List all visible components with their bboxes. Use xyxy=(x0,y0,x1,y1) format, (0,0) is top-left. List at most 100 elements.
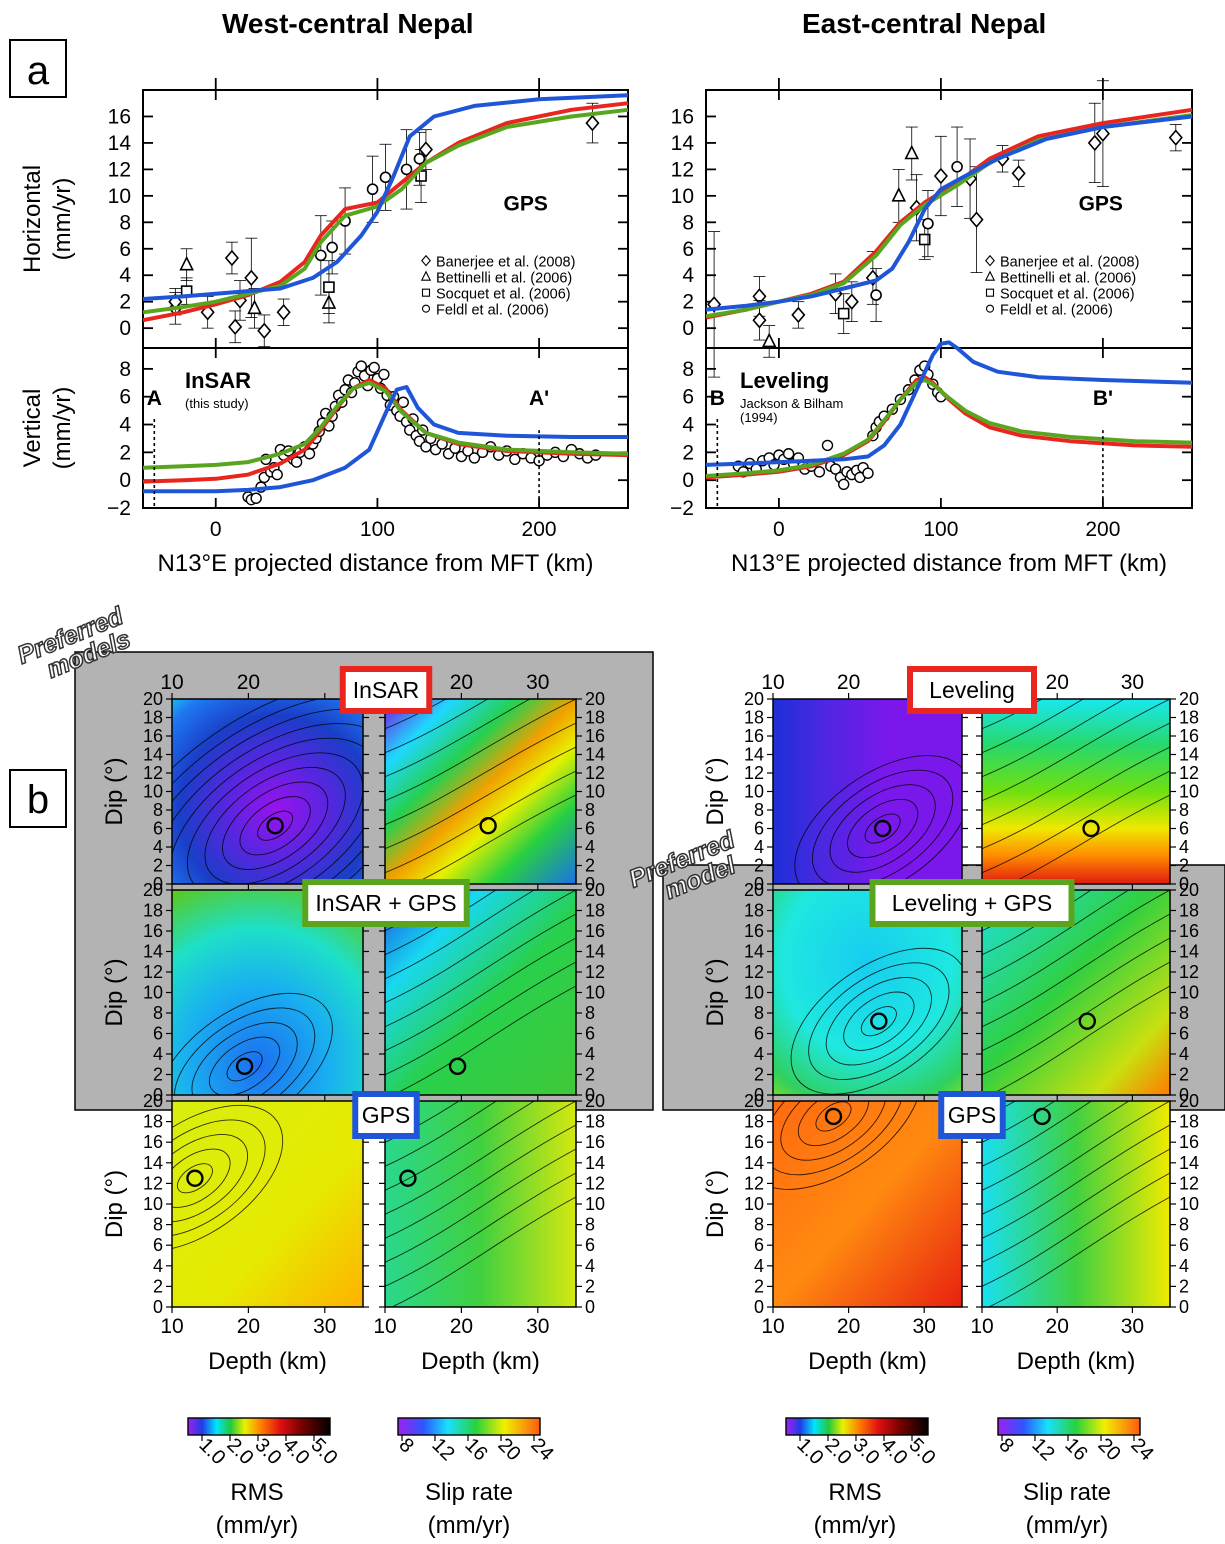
marker-circle xyxy=(315,249,327,262)
legend-entry: Socquet et al. (2006) xyxy=(436,287,571,303)
y-tick-label: 6 xyxy=(1179,819,1189,839)
x-axis-label: Depth (km) xyxy=(808,1348,927,1375)
legend-marker xyxy=(985,288,995,297)
contour-line xyxy=(385,890,535,980)
marker-diamond xyxy=(585,114,600,132)
y-tick-label: 0 xyxy=(153,874,163,894)
y-tick-label: 16 xyxy=(744,921,764,941)
x-tick-label: 100 xyxy=(360,518,395,541)
y-tick-label: 18 xyxy=(143,901,163,921)
y-tick-label: 14 xyxy=(585,942,605,962)
y-tick-label: 14 xyxy=(1179,745,1199,765)
y-tick-label: 12 xyxy=(1179,1173,1199,1193)
colorbar-title: RMS xyxy=(230,1479,283,1506)
contour-line xyxy=(982,1101,1170,1215)
contour-line xyxy=(385,890,497,956)
legend-marker xyxy=(985,254,995,267)
y-axis-label: Dip (°) xyxy=(702,757,729,825)
colorbar-title: Slip rate xyxy=(1023,1479,1111,1506)
y-tick-label: 6 xyxy=(585,1235,595,1255)
marker-diamond xyxy=(791,306,806,324)
y-tick-label: 2 xyxy=(153,856,163,876)
colorbar-units: (mm/yr) xyxy=(428,1512,511,1539)
x-tick-label: 200 xyxy=(522,518,557,541)
y-tick-label: 16 xyxy=(744,1132,764,1152)
marker-circle xyxy=(421,304,431,313)
legend-marker xyxy=(421,254,431,267)
y-tick-label: 20 xyxy=(1179,1091,1199,1111)
y-tick-label: 18 xyxy=(1179,1112,1199,1132)
marker-triangle xyxy=(984,270,996,281)
data-point xyxy=(821,439,834,452)
colorbar-tick-label: 12 xyxy=(1027,1434,1058,1465)
row-label-east: Leveling + GPS xyxy=(869,879,1075,927)
y-tick-label: 10 xyxy=(671,185,694,208)
y-tick-label: 10 xyxy=(143,782,163,802)
marker-triangle xyxy=(891,187,907,202)
contour-line xyxy=(982,770,1170,874)
y-tick-label: 2 xyxy=(1179,1276,1189,1296)
y-tick-label: 10 xyxy=(108,185,131,208)
contour-line xyxy=(385,770,576,874)
heatmap-surface xyxy=(982,1101,1170,1307)
a-west-horizontal: 0 2 4 6 8 10 12 14 16 Horizontal (mm/yr) GPS Banerje… xyxy=(19,78,629,349)
best-fit-marker xyxy=(235,1057,254,1076)
y-tick-label: 20 xyxy=(1179,880,1199,900)
y-tick-label: 14 xyxy=(1179,1153,1199,1173)
y-tick-label: 6 xyxy=(119,238,131,261)
contour-line xyxy=(385,913,576,1028)
contour-line xyxy=(385,699,489,754)
y-tick-label: 6 xyxy=(153,1024,163,1044)
y-axis-label: Dip (°) xyxy=(702,1170,729,1238)
colorbar-tick-label: 20 xyxy=(1093,1434,1124,1465)
x-axis-label: Depth (km) xyxy=(208,1348,327,1375)
dataset-label: InSAR xyxy=(185,368,251,393)
y-tick-label: 6 xyxy=(754,1024,764,1044)
contour-line xyxy=(385,1101,536,1191)
y-tick-label: 2 xyxy=(682,291,694,314)
colorbar-tick-label: 12 xyxy=(427,1434,458,1465)
plot-frame xyxy=(142,89,629,349)
x-tick-label: 10 xyxy=(160,1315,183,1338)
marker-diamond xyxy=(257,322,272,340)
y-tick-label: 4 xyxy=(1179,1044,1189,1064)
a-east-vertical: −2 0 2 4 6 8 0 100 200 N13°E projected distance f… xyxy=(670,340,1193,577)
y-tick-label: 12 xyxy=(585,962,605,982)
y-tick-label: 18 xyxy=(143,1112,163,1132)
best-fit-marker xyxy=(1033,1107,1051,1126)
contours xyxy=(172,992,333,1095)
colorbar-units: (mm/yr) xyxy=(814,1512,897,1539)
row-label-box xyxy=(302,879,470,927)
marker-diamond xyxy=(244,269,259,287)
y-axis-label: Dip (°) xyxy=(101,1170,128,1238)
x-tick-label-top: 20 xyxy=(450,671,473,694)
y-tick-label: 2 xyxy=(754,1276,764,1296)
panel-label-a: a xyxy=(9,39,67,98)
y-tick-label: 16 xyxy=(143,921,163,941)
data-point xyxy=(829,463,842,475)
y-tick-label: 14 xyxy=(143,745,163,765)
contour-line xyxy=(226,1051,263,1082)
y-tick-label: 0 xyxy=(585,874,595,894)
x-tick-label: 20 xyxy=(237,1315,260,1338)
y-tick-label: 18 xyxy=(1179,901,1199,921)
y-tick-label: 4 xyxy=(585,837,595,857)
y-tick-label: 6 xyxy=(1179,1235,1189,1255)
contour-line xyxy=(204,766,346,884)
contour-line xyxy=(257,810,294,841)
y-tick-label: 12 xyxy=(143,962,163,982)
y-tick-label: 18 xyxy=(585,1112,605,1132)
y-tick-label: 4 xyxy=(754,1256,764,1276)
x-tick-label-top: 20 xyxy=(837,671,860,694)
contour-line xyxy=(385,699,447,730)
contour-line xyxy=(982,913,1170,1028)
contour-line xyxy=(982,937,1170,1052)
dataset-sublabel: (1994) xyxy=(740,410,778,425)
y-tick-label: 16 xyxy=(585,726,605,746)
y-tick-label: 4 xyxy=(119,414,131,437)
contour-line xyxy=(794,755,962,884)
y-tick-label: 0 xyxy=(682,469,694,492)
